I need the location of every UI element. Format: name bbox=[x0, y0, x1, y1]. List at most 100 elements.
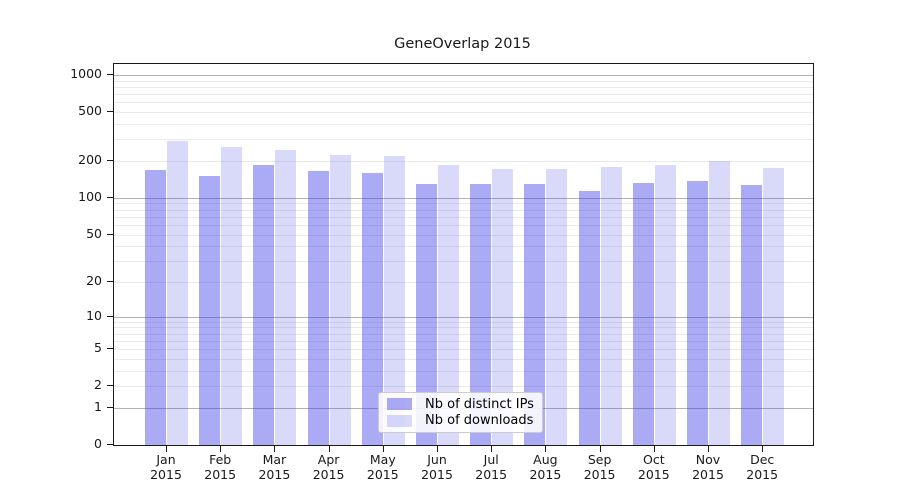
x-tick-month: Jun bbox=[427, 452, 447, 467]
gridline-major bbox=[114, 316, 813, 318]
x-tick-year: 2015 bbox=[312, 467, 345, 482]
y-tick-mark bbox=[107, 196, 114, 198]
x-tick-label: Nov 2015 bbox=[680, 452, 736, 482]
legend-label-distinct-ips: Nb of distinct IPs bbox=[425, 396, 534, 412]
y-tick-label: 0 bbox=[94, 436, 102, 451]
x-tick-month: Jul bbox=[483, 452, 499, 467]
y-tick-label: 50 bbox=[86, 225, 102, 241]
gridline-minor bbox=[114, 224, 813, 226]
x-tick-year: 2015 bbox=[746, 467, 779, 482]
plot-area bbox=[113, 63, 814, 446]
y-tick-mark bbox=[107, 348, 114, 350]
legend-item-downloads: Nb of downloads bbox=[387, 413, 534, 428]
bar-nb-of-distinct-ips-feb bbox=[199, 176, 221, 445]
gridline-minor bbox=[114, 370, 813, 372]
gridline-minor bbox=[114, 209, 813, 211]
gridline-minor bbox=[114, 282, 813, 283]
bar-nb-of-downloads-apr bbox=[329, 155, 351, 445]
x-tick-month: Mar bbox=[262, 452, 287, 467]
bar-nb-of-downloads-sep bbox=[600, 167, 622, 445]
bar-nb-of-downloads-may bbox=[383, 155, 405, 445]
gridline-minor bbox=[114, 246, 813, 248]
y-tick-mark bbox=[107, 111, 114, 113]
gridline-minor bbox=[114, 386, 813, 388]
x-tick-label: Mar 2015 bbox=[246, 452, 302, 482]
x-tick-label: Jul 2015 bbox=[463, 452, 519, 482]
bar-nb-of-downloads-feb bbox=[221, 146, 243, 445]
bar-nb-of-distinct-ips-oct bbox=[632, 183, 654, 445]
x-tick-year: 2015 bbox=[150, 467, 182, 482]
bar-nb-of-downloads-dec bbox=[763, 168, 785, 445]
bar-nb-of-distinct-ips-apr bbox=[307, 171, 329, 445]
x-tick-label: Oct 2015 bbox=[626, 452, 682, 482]
x-tick-mark bbox=[491, 445, 493, 452]
x-tick-mark bbox=[545, 445, 547, 452]
bar-nb-of-distinct-ips-jan bbox=[145, 169, 166, 445]
y-tick-label: 100 bbox=[78, 188, 102, 204]
x-tick-year: 2015 bbox=[421, 467, 453, 482]
gridline-minor bbox=[114, 124, 813, 125]
y-tick-mark bbox=[107, 406, 114, 408]
y-tick-label: 1000 bbox=[70, 66, 102, 81]
x-tick-mark bbox=[328, 445, 330, 452]
x-tick-month: Jan bbox=[156, 452, 176, 467]
gridline-major bbox=[114, 75, 813, 76]
y-tick-mark bbox=[107, 385, 114, 387]
x-tick-label: May 2015 bbox=[355, 452, 411, 482]
y-tick-mark bbox=[107, 315, 114, 317]
x-tick-label: Jun 2015 bbox=[409, 452, 465, 482]
bar-nb-of-distinct-ips-jun bbox=[416, 183, 437, 445]
legend-swatch-downloads bbox=[387, 414, 412, 427]
bar-nb-of-distinct-ips-sep bbox=[578, 191, 600, 445]
gridline-minor bbox=[114, 203, 813, 205]
legend: Nb of distinct IPs Nb of downloads bbox=[378, 392, 543, 433]
x-tick-year: 2015 bbox=[583, 467, 616, 482]
gridline-minor bbox=[114, 161, 813, 162]
gridline-minor bbox=[114, 333, 813, 335]
gridline-minor bbox=[114, 87, 813, 88]
x-tick-label: Aug 2015 bbox=[517, 452, 573, 482]
x-tick-month: Apr bbox=[317, 452, 340, 467]
y-tick-mark bbox=[107, 233, 114, 235]
y-tick-label: 2 bbox=[94, 377, 102, 393]
y-tick-label: 500 bbox=[78, 103, 102, 119]
x-tick-year: 2015 bbox=[637, 467, 670, 482]
bar-nb-of-downloads-nov bbox=[709, 161, 730, 445]
gridline-minor bbox=[114, 358, 813, 360]
legend-item-distinct-ips: Nb of distinct IPs bbox=[387, 397, 534, 412]
legend-swatch-distinct-ips bbox=[387, 398, 412, 411]
x-tick-mark bbox=[220, 445, 222, 452]
y-tick-label: 10 bbox=[86, 307, 102, 323]
bar-nb-of-distinct-ips-may bbox=[361, 172, 383, 445]
gridline-minor bbox=[114, 216, 813, 218]
bar-nb-of-distinct-ips-aug bbox=[524, 184, 546, 445]
x-tick-mark bbox=[708, 445, 709, 452]
gridline-minor bbox=[114, 261, 813, 263]
gridline-minor bbox=[114, 327, 813, 329]
x-tick-mark bbox=[382, 445, 384, 452]
x-tick-label: Apr 2015 bbox=[301, 452, 357, 482]
gridline-minor bbox=[114, 102, 813, 104]
x-tick-month: Sep bbox=[587, 452, 612, 467]
y-tick-mark bbox=[107, 74, 114, 75]
bar-nb-of-distinct-ips-nov bbox=[687, 181, 708, 445]
x-tick-mark bbox=[599, 445, 601, 452]
x-tick-mark bbox=[653, 445, 655, 452]
x-tick-year: 2015 bbox=[366, 467, 399, 482]
y-tick-label: 5 bbox=[94, 340, 102, 356]
x-tick-month: Dec bbox=[750, 452, 775, 467]
bar-nb-of-downloads-oct bbox=[654, 165, 676, 445]
bar-nb-of-downloads-jul bbox=[492, 169, 514, 445]
x-tick-month: Feb bbox=[209, 452, 232, 467]
x-tick-month: Nov bbox=[695, 452, 721, 467]
bar-nb-of-distinct-ips-jul bbox=[470, 183, 492, 445]
y-tick-label: 1 bbox=[94, 398, 102, 414]
gridline-minor bbox=[114, 139, 813, 141]
x-tick-year: 2015 bbox=[258, 467, 291, 482]
x-tick-mark bbox=[274, 445, 276, 452]
legend-label-downloads: Nb of downloads bbox=[425, 413, 534, 429]
bar-nb-of-downloads-aug bbox=[546, 169, 568, 445]
x-tick-month: Oct bbox=[642, 452, 665, 467]
y-tick-label: 20 bbox=[86, 273, 102, 288]
